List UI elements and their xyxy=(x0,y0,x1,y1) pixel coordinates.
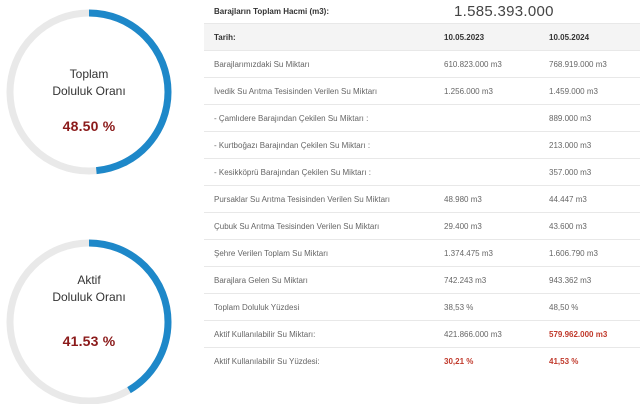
dam-statistics-table: Barajların Toplam Hacmi (m3): 1.585.393.… xyxy=(204,0,640,375)
row-value-2023: 742.243 m3 xyxy=(444,276,487,285)
row-label: Şehre Verilen Toplam Su Miktarı xyxy=(214,249,329,258)
table-row: Şehre Verilen Toplam Su Miktarı 1.374.47… xyxy=(204,240,640,267)
row-value-2023-highlight: 30,21 % xyxy=(444,357,474,366)
total-gauge-title-line1: Toplam xyxy=(69,67,109,81)
table-row: Çubuk Su Arıtma Tesisinden Verilen Su Mi… xyxy=(204,213,640,240)
active-gauge-arc xyxy=(6,239,172,404)
active-gauge-title-line2: Doluluk Oranı xyxy=(52,290,126,304)
row-value-2023: 38,53 % xyxy=(444,303,474,312)
row-label: - Kurtboğazı Barajından Çekilen Su Mikta… xyxy=(214,141,371,150)
total-gauge-ring xyxy=(6,9,172,175)
total-volume-value: 1.585.393.000 xyxy=(454,3,554,20)
row-value-2024-highlight: 579.962.000 m3 xyxy=(549,330,608,339)
table-row: Aktif Kullanılabilir Su Miktarı: 421.866… xyxy=(204,321,640,348)
total-gauge-arc xyxy=(6,9,172,175)
table-header-row: Tarih: 10.05.2023 10.05.2024 xyxy=(204,24,640,51)
total-volume-label: Barajların Toplam Hacmi (m3): xyxy=(214,7,329,16)
row-label: Toplam Doluluk Yüzdesi xyxy=(214,303,300,312)
row-value-2024: 1.606.790 m3 xyxy=(549,249,598,258)
row-value-2023: 1.256.000 m3 xyxy=(444,87,493,96)
header-date-2024: 10.05.2024 xyxy=(549,33,590,42)
total-gauge-title-line2: Doluluk Oranı xyxy=(52,84,126,98)
row-value-2024: 1.459.000 m3 xyxy=(549,87,598,96)
row-value-2024: 213.000 m3 xyxy=(549,141,592,150)
row-value-2024: 768.919.000 m3 xyxy=(549,60,607,69)
row-label: - Kesikköprü Barajından Çekilen Su Mikta… xyxy=(214,168,371,177)
active-gauge-ring xyxy=(6,239,172,404)
table-row: Barajlarımızdaki Su Miktarı 610.823.000 … xyxy=(204,51,640,78)
row-value-2024-highlight: 41,53 % xyxy=(549,357,579,366)
total-volume-row: Barajların Toplam Hacmi (m3): 1.585.393.… xyxy=(204,0,640,24)
active-gauge-value: 41.53 % xyxy=(62,333,116,349)
row-label: - Çamlıdere Barajından Çekilen Su Miktar… xyxy=(214,114,369,123)
table-row: - Kurtboğazı Barajından Çekilen Su Mikta… xyxy=(204,132,640,159)
table-row: - Kesikköprü Barajından Çekilen Su Mikta… xyxy=(204,159,640,186)
row-label: Aktif Kullanılabilir Su Miktarı: xyxy=(214,330,316,339)
header-date-label: Tarih: xyxy=(214,33,236,42)
table-row: İvedik Su Arıtma Tesisinden Verilen Su M… xyxy=(204,78,640,105)
table-row: Aktif Kullanılabilir Su Yüzdesi: 30,21 %… xyxy=(204,348,640,375)
table-row: Pursaklar Su Arıtma Tesisinden Verilen S… xyxy=(204,186,640,213)
table-row: - Çamlıdere Barajından Çekilen Su Miktar… xyxy=(204,105,640,132)
row-value-2024: 44.447 m3 xyxy=(549,195,587,204)
row-value-2023: 1.374.475 m3 xyxy=(444,249,493,258)
row-value-2024: 357.000 m3 xyxy=(549,168,592,177)
row-label: Aktif Kullanılabilir Su Yüzdesi: xyxy=(214,357,320,366)
table-row: Barajlara Gelen Su Miktarı 742.243 m3 94… xyxy=(204,267,640,294)
active-fill-gauge: Aktif Doluluk Oranı 41.53 % xyxy=(0,236,178,404)
row-label: İvedik Su Arıtma Tesisinden Verilen Su M… xyxy=(214,87,378,96)
row-value-2023: 48.980 m3 xyxy=(444,195,482,204)
row-value-2024: 43.600 m3 xyxy=(549,222,587,231)
row-value-2023: 610.823.000 m3 xyxy=(444,60,502,69)
row-label: Barajlarımızdaki Su Miktarı xyxy=(214,60,310,69)
active-gauge-title-line1: Aktif xyxy=(77,273,101,287)
row-value-2023: 421.866.000 m3 xyxy=(444,330,502,339)
row-label: Barajlara Gelen Su Miktarı xyxy=(214,276,308,285)
row-value-2023: 29.400 m3 xyxy=(444,222,482,231)
header-date-2023: 10.05.2023 xyxy=(444,33,485,42)
table-row: Toplam Doluluk Yüzdesi 38,53 % 48,50 % xyxy=(204,294,640,321)
row-value-2024: 889.000 m3 xyxy=(549,114,592,123)
total-gauge-value: 48.50 % xyxy=(62,118,116,134)
row-value-2024: 48,50 % xyxy=(549,303,579,312)
row-label: Çubuk Su Arıtma Tesisinden Verilen Su Mi… xyxy=(214,222,380,231)
row-label: Pursaklar Su Arıtma Tesisinden Verilen S… xyxy=(214,195,390,204)
total-fill-gauge: Toplam Doluluk Oranı 48.50 % xyxy=(0,6,178,175)
row-value-2024: 943.362 m3 xyxy=(549,276,592,285)
